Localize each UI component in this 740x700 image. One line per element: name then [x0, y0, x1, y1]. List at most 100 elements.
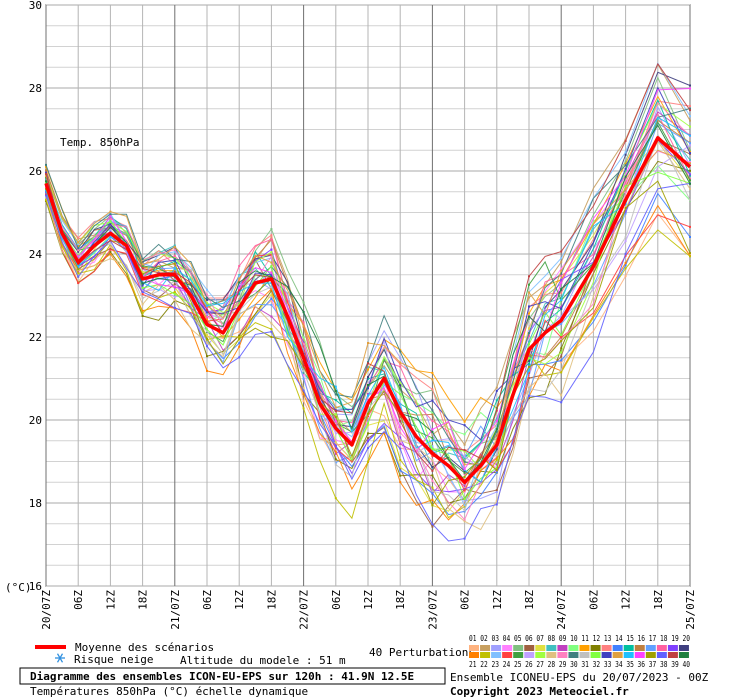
perturbation-point	[238, 299, 241, 302]
perturbation-point	[206, 296, 208, 299]
perturbation-point	[270, 303, 273, 306]
perturbation-point	[238, 274, 241, 276]
perturbation-point	[141, 288, 144, 291]
perturbation-point	[560, 291, 563, 294]
x-tick-label: 06Z	[330, 590, 343, 610]
x-tick-label: 18Z	[265, 590, 278, 610]
perturbation-point	[302, 369, 305, 372]
perturbation-point	[173, 293, 176, 296]
perturbation-point	[270, 288, 273, 290]
perturbation-point	[689, 199, 691, 201]
perturbation-point	[431, 428, 434, 431]
y-tick-label: 28	[29, 82, 42, 95]
perturbation-point	[141, 260, 144, 263]
perturbation-point	[495, 503, 498, 506]
perturbation-point	[399, 439, 402, 442]
perturbation-point	[689, 236, 691, 238]
perturbation-point	[399, 378, 402, 381]
perturbation-point	[560, 297, 563, 300]
perturbation-point	[367, 437, 369, 440]
perturbation-point	[270, 238, 273, 241]
perturbation-point	[77, 265, 80, 268]
perturbation-point	[528, 296, 530, 299]
perturbation-point	[302, 377, 305, 380]
perturbation-point	[689, 173, 691, 176]
perturbation-point	[463, 455, 466, 458]
perturbation-point	[334, 445, 337, 448]
perturbation-point	[173, 271, 176, 274]
perturbation-point	[206, 345, 208, 348]
perturbation-point	[624, 138, 627, 141]
perturbation-point	[109, 228, 112, 231]
perturbation-point	[238, 275, 241, 278]
perturbation-point	[238, 356, 241, 359]
perturbation-swatch-8	[546, 645, 557, 651]
perturbation-point	[560, 334, 563, 336]
perturbation-point	[399, 356, 402, 359]
perturbation-point	[270, 271, 273, 274]
perturbation-point	[399, 431, 402, 434]
perturbation-point	[109, 251, 112, 253]
perturbation-point	[431, 466, 434, 469]
perturbation-point	[141, 303, 144, 306]
perturbation-point	[624, 160, 627, 163]
perturbation-point	[624, 254, 627, 257]
perturbation-swatch-11	[579, 645, 590, 651]
perturbation-swatch-37	[645, 652, 656, 658]
perturbation-point	[45, 169, 47, 172]
x-tick-label: 18Z	[394, 590, 407, 610]
perturbation-point	[495, 434, 498, 437]
perturbation-point	[77, 272, 80, 275]
perturbation-point	[109, 236, 112, 239]
perturbation-point	[495, 389, 498, 392]
perturbation-point	[463, 491, 466, 494]
perturbation-point	[238, 330, 241, 333]
perturbation-point	[77, 236, 80, 239]
perturbation-point	[431, 474, 434, 477]
perturbation-swatch-4	[502, 645, 513, 651]
perturbation-point	[367, 447, 369, 450]
footer-title: Diagramme des ensembles ICON-EU-EPS sur …	[30, 670, 414, 683]
perturbation-point	[77, 245, 80, 248]
perturbation-point	[689, 87, 691, 90]
perturbation-point	[624, 207, 627, 210]
perturbation-point	[495, 469, 498, 472]
perturbation-swatch-3	[491, 645, 502, 651]
perturbation-point	[528, 357, 530, 360]
footer-subtitle: Températures 850hPa (°C) échelle dynamiq…	[30, 685, 308, 698]
perturbation-point	[560, 368, 563, 371]
perturbation-point	[302, 389, 305, 392]
perturbation-point	[495, 425, 498, 428]
perturbation-point	[431, 504, 434, 507]
perturbation-point	[270, 248, 273, 251]
perturbation-point	[173, 250, 176, 253]
x-tick-label: 22/07Z	[298, 590, 311, 630]
y-tick-labels: 16 18 20 22 24 26 28 30	[29, 0, 43, 593]
perturbation-point	[560, 369, 563, 372]
x-tick-label: 21/07Z	[169, 590, 182, 630]
perturbation-point	[689, 107, 691, 110]
perturbation-point	[528, 315, 530, 318]
perturbation-point	[206, 335, 208, 338]
perturbation-point	[495, 458, 498, 461]
perturbation-point	[238, 342, 241, 345]
perturbation-point	[560, 340, 563, 342]
perturbation-point	[528, 335, 530, 338]
perturbation-point	[399, 447, 402, 450]
perturbation-point	[463, 475, 466, 478]
perturbation-point	[624, 236, 627, 239]
perturbation-point	[302, 345, 305, 348]
perturbation-point	[528, 387, 530, 390]
perturbation-point	[367, 415, 369, 418]
perturbation-point	[528, 369, 530, 372]
x-tick-label: 18Z	[652, 590, 665, 610]
perturbation-point	[334, 497, 337, 500]
perturbation-swatch-27	[535, 652, 546, 658]
perturbation-point	[109, 242, 112, 245]
perturbation-point	[206, 304, 208, 307]
perturbation-point	[463, 420, 466, 423]
perturbation-point	[206, 311, 208, 314]
y-tick-label: 30	[29, 0, 42, 12]
perturbation-point	[77, 247, 80, 250]
perturbation-point	[528, 377, 530, 380]
